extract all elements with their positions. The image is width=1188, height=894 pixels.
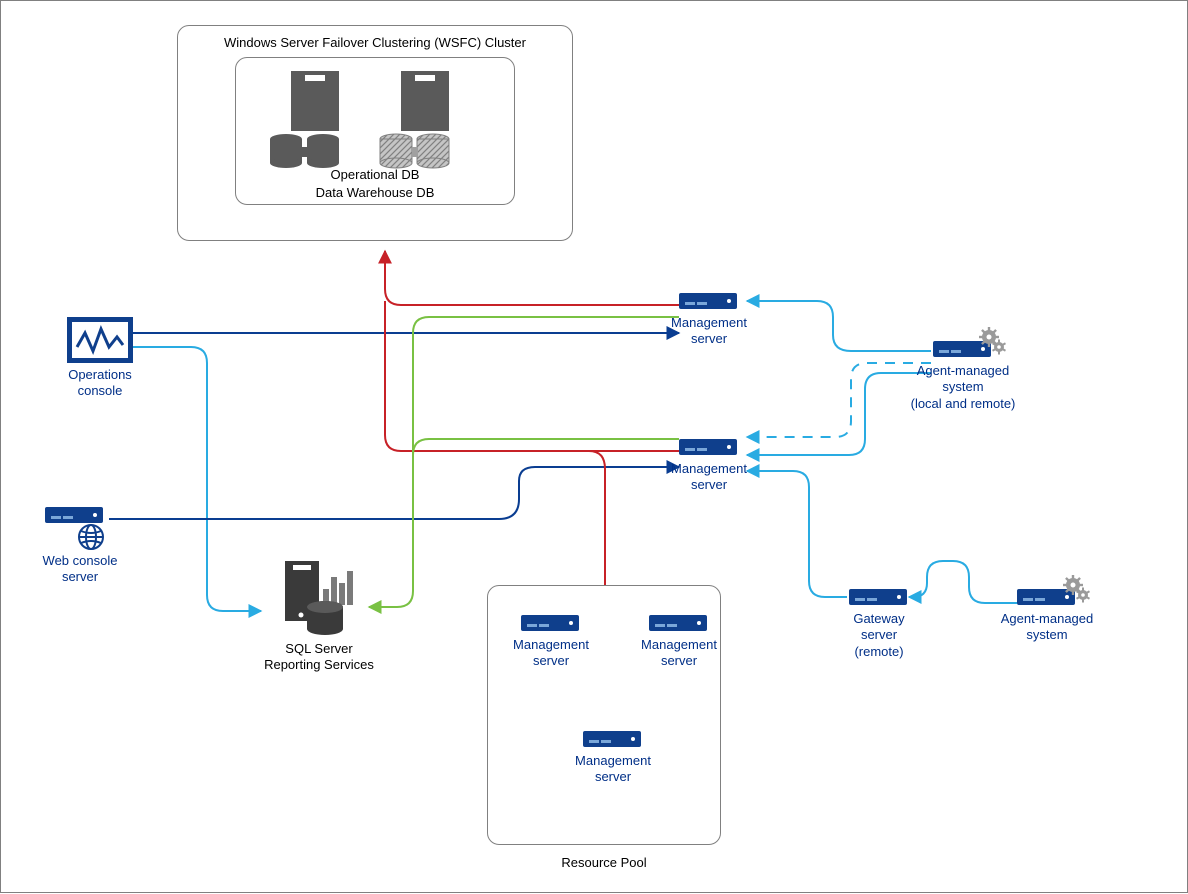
edge-mgmt1-to-cluster-red — [385, 251, 679, 305]
edge-mgmt2-to-cluster-red — [385, 301, 679, 451]
mgmt1-node: Management server — [679, 293, 737, 314]
mgmt2-label: Management server — [649, 461, 769, 494]
server-icon — [679, 293, 737, 309]
server-icon — [521, 615, 579, 631]
web-console-server-label: Web console server — [35, 553, 125, 586]
mgmt1-label: Management server — [649, 315, 769, 348]
gateway-label: Gateway server (remote) — [819, 611, 939, 660]
agent1-node: Agent-managed system (local and remote) — [933, 341, 1013, 374]
server-icon — [583, 731, 641, 747]
resource-pool-title: Resource Pool — [487, 855, 721, 871]
edge-mgmt2-to-ssrs-green — [413, 439, 679, 471]
mgmt_pool_1-label: Management server — [491, 637, 611, 670]
agent2-label: Agent-managed system — [987, 611, 1107, 644]
edge-mgmt1-to-ssrs-green — [369, 317, 679, 607]
edge-agent2-to-gateway — [909, 561, 1017, 603]
diagram-canvas: Windows Server Failover Clustering (WSFC… — [0, 0, 1188, 893]
edge-ops-to-ssrs — [133, 347, 261, 611]
sql-reporting-icon — [281, 557, 361, 637]
mgmt_pool_1-node: Management server — [521, 615, 579, 636]
data-warehouse-db-label: Data Warehouse DB — [235, 185, 515, 201]
web-console-server-icon — [45, 507, 115, 551]
mgmt_pool_2-node: Management server — [649, 615, 707, 636]
edge-web-to-mgmt2 — [109, 467, 679, 519]
edge-agent1-to-mgmt1-top — [747, 301, 931, 351]
sql-reporting-label: SQL Server Reporting Services — [249, 641, 389, 674]
agent2-node: Agent-managed system — [1017, 589, 1097, 622]
server-icon — [649, 615, 707, 631]
operational-db-label: Operational DB — [235, 167, 515, 183]
mgmt_pool_3-label: Management server — [553, 753, 673, 786]
operations-console-label: Operations console — [53, 367, 147, 400]
operations-console-icon — [67, 317, 133, 363]
mgmt2-node: Management server — [679, 439, 737, 460]
mgmt_pool_2-label: Management server — [619, 637, 739, 670]
edge-pool-to-cluster-red — [481, 451, 605, 585]
wsfc-cluster-title: Windows Server Failover Clustering (WSFC… — [177, 35, 573, 51]
mgmt_pool_3-node: Management server — [583, 731, 641, 752]
gateway-node: Gateway server (remote) — [849, 589, 907, 610]
agent1-label: Agent-managed system (local and remote) — [903, 363, 1023, 412]
wsfc-servers-icon — [261, 63, 491, 173]
server-icon — [679, 439, 737, 455]
server-icon — [849, 589, 907, 605]
